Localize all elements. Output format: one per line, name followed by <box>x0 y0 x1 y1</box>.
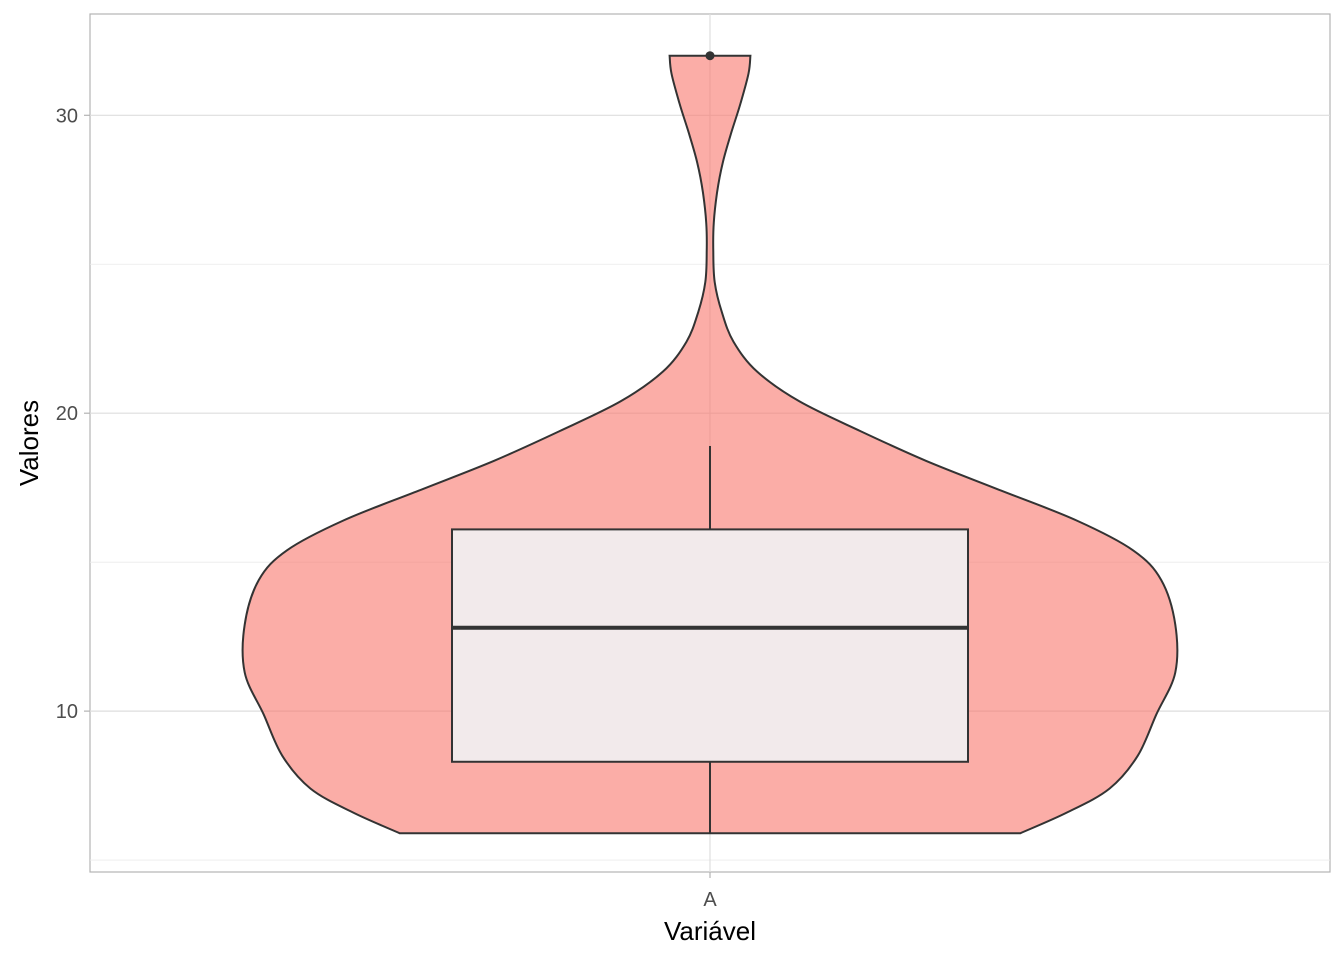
x-tick-label: A <box>703 889 717 911</box>
chart-marks <box>241 51 1179 835</box>
outlier-point <box>705 51 715 61</box>
x-axis-title: Variável <box>664 916 756 946</box>
y-tick-label: 10 <box>56 701 78 723</box>
y-axis-ticks: 10 20 30 <box>56 105 90 723</box>
y-axis-title: Valores <box>14 400 44 486</box>
x-axis-ticks: A <box>703 872 717 911</box>
y-tick-label: 30 <box>56 105 78 127</box>
y-tick-label: 20 <box>56 403 78 425</box>
box-iqr <box>451 528 969 763</box>
